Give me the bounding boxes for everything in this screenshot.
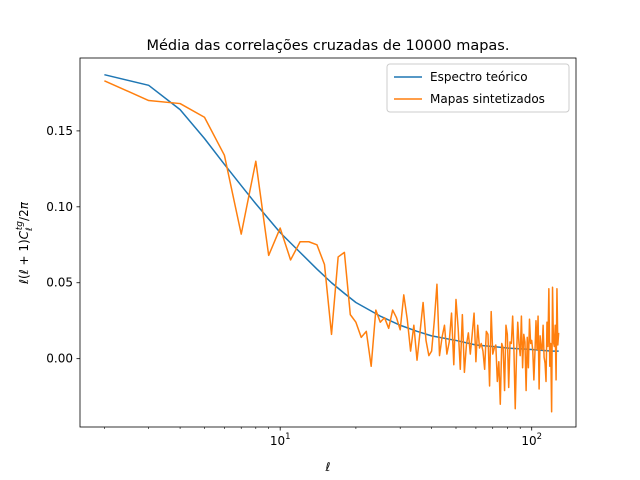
axes-frame: [79, 57, 577, 428]
y-tick-label: 0.05: [46, 276, 73, 290]
x-tick-label: 102: [521, 432, 542, 448]
x-axis-label-text: ℓ: [325, 460, 331, 474]
series-line-synth: [104, 80, 560, 413]
legend: Espectro teórico Mapas sintetizados: [386, 63, 570, 113]
y-tick-label: 0.15: [46, 124, 73, 138]
plot-lines: [104, 73, 560, 413]
series-line-theory: [104, 73, 559, 352]
y-axis-ticks: 0.00 0.05 0.10 0.15: [46, 124, 80, 366]
x-axis-ticks: 101 102: [104, 427, 542, 448]
y-axis-label: ℓ(ℓ + 1)Cℓtg/2π: [15, 201, 35, 285]
x-axis-label: ℓ: [325, 460, 331, 474]
legend-label-theory: Espectro teórico: [430, 70, 528, 84]
x-tick-label: 101: [270, 432, 291, 448]
y-tick-label: 0.00: [46, 352, 73, 366]
y-axis-label-text: ℓ(ℓ + 1)Cℓtg/2π: [15, 201, 35, 285]
legend-box: [386, 63, 570, 113]
legend-label-synth: Mapas sintetizados: [430, 92, 545, 106]
chart-title: Média das correlações cruzadas de 10000 …: [147, 38, 510, 54]
y-tick-label: 0.10: [46, 200, 73, 214]
